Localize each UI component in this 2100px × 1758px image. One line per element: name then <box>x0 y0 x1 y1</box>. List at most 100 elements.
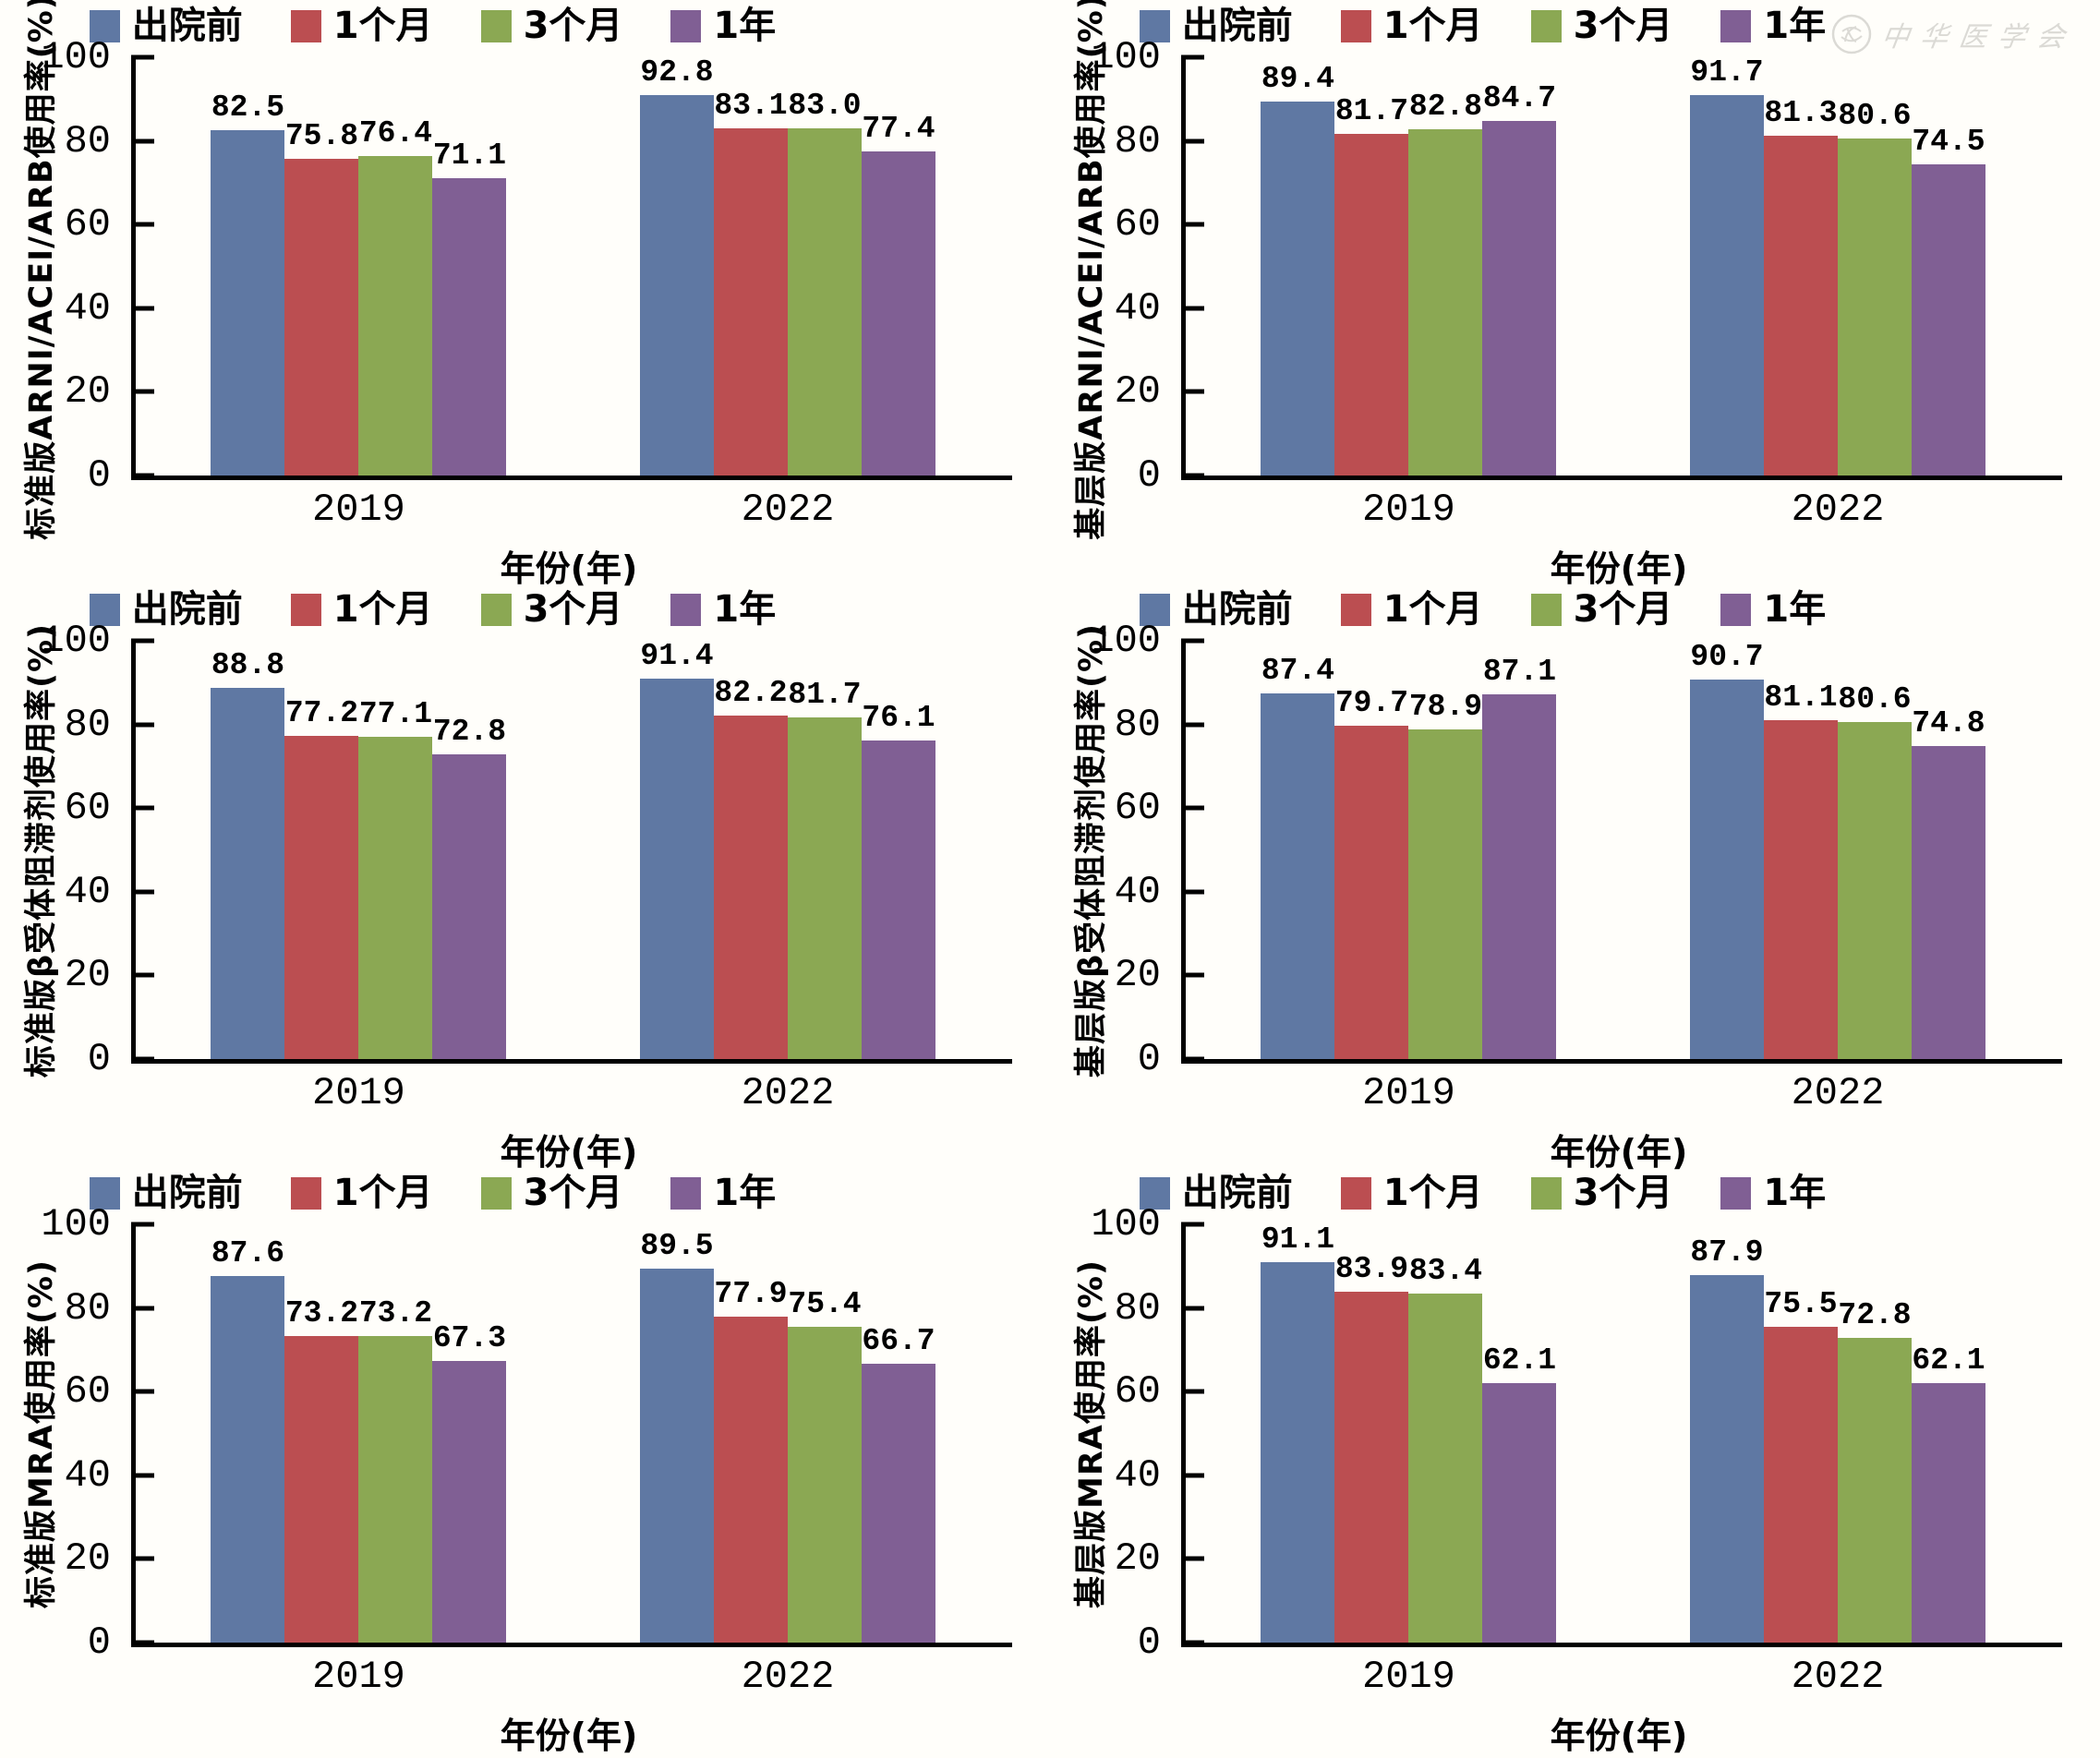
bar-and-label: 81.3 <box>1764 57 1838 476</box>
bar <box>1408 1294 1483 1643</box>
y-axis-title: 基层版MRA使用率(%) <box>1073 1259 1110 1608</box>
legend-label: 1个月 <box>332 5 433 47</box>
bar-value-label: 71.1 <box>432 138 507 173</box>
bar-and-label: 87.1 <box>1482 641 1557 1059</box>
x-axis-title: 年份(年) <box>500 1132 638 1173</box>
bar-value-label: 73.2 <box>284 1296 359 1331</box>
x-tick-label: 2019 <box>312 488 405 532</box>
y-tick-label: 40 <box>1114 285 1161 331</box>
x-axis-title: 年份(年) <box>1550 1716 1688 1756</box>
bar-group: 91.7 81.3 80.6 74.5 <box>1690 57 1985 476</box>
legend-item: 出院前 <box>1139 591 1293 628</box>
bar-value-label: 81.3 <box>1764 95 1838 130</box>
y-tick-label: 40 <box>64 285 111 331</box>
y-axis-title: 基层版β受体阻滞剂使用率(%) <box>1073 622 1110 1078</box>
y-tick-mark <box>131 54 154 60</box>
bar-group: 89.5 77.9 75.4 66.7 <box>640 1224 935 1643</box>
x-axis-line <box>1181 1643 2062 1647</box>
y-tick-label: 100 <box>41 35 111 79</box>
legend-swatch <box>89 593 120 626</box>
bar-group: 87.4 79.7 78.9 87.1 <box>1261 641 1557 1059</box>
bar-and-label: 62.1 <box>1912 1224 1985 1643</box>
y-tick-mark <box>131 222 154 227</box>
bar-value-label: 75.8 <box>284 118 359 153</box>
bar <box>640 1268 714 1643</box>
legend-swatch <box>1720 9 1752 42</box>
bar-value-label: 74.8 <box>1912 706 1985 741</box>
y-tick-mark <box>1181 1389 1204 1394</box>
legend-swatch <box>89 9 120 42</box>
bar-group: 82.5 75.8 76.4 71.1 <box>211 57 507 476</box>
legend-item: 3个月 <box>1530 1174 1672 1211</box>
bar-and-label: 75.5 <box>1764 1224 1838 1643</box>
y-tick-label: 100 <box>41 619 111 663</box>
y-tick-mark <box>1181 889 1204 895</box>
bar-and-label: 73.2 <box>358 1224 433 1643</box>
bar-and-label: 91.1 <box>1261 1222 1335 1643</box>
legend-swatch <box>1720 1176 1752 1210</box>
bar-value-label: 72.8 <box>432 715 507 750</box>
legend-item: 1个月 <box>290 591 433 628</box>
legend-label: 1年 <box>1763 5 1827 47</box>
bar <box>1838 138 1912 476</box>
plot-area: 0 20 40 60 80 100 87.6 73.2 73.2 67.3 2019 89.5 77.9… <box>41 1205 1012 1756</box>
x-tick-label: 2022 <box>741 1071 835 1115</box>
legend: 出院前 1个月 3个月 1年 <box>0 591 958 628</box>
legend-label: 出院前 <box>1181 5 1293 47</box>
y-tick-mark <box>131 1389 154 1394</box>
bar-and-label: 90.7 <box>1690 641 1764 1059</box>
bar-and-label: 87.4 <box>1261 641 1335 1059</box>
y-tick-label: 80 <box>64 118 111 163</box>
bar-and-label: 84.7 <box>1482 57 1557 476</box>
bar-value-label: 74.5 <box>1912 124 1985 159</box>
x-axis-title: 年份(年) <box>1550 548 1688 589</box>
bar <box>1912 163 1985 476</box>
x-axis-line <box>131 1059 1012 1064</box>
y-tick-label: 60 <box>1114 786 1161 831</box>
legend-swatch <box>1530 593 1562 626</box>
y-tick-label: 20 <box>1114 953 1161 998</box>
bar <box>1334 133 1409 476</box>
plot-area: 0 20 40 60 80 100 88.8 77.2 77.1 72.8 2019 91.4 82.2… <box>41 621 1012 1173</box>
bar-and-label: 81.7 <box>788 641 862 1059</box>
bar-value-label: 79.7 <box>1334 685 1409 720</box>
chart-panel-1: 出院前 1个月 3个月 1年 标准版ARNI/ACEI/ARB使用率(%) 0 20 40 60… <box>0 0 1050 589</box>
bar <box>788 128 862 476</box>
legend-item: 1年 <box>1720 7 1826 44</box>
bar-value-label: 77.9 <box>714 1277 788 1312</box>
bar <box>358 1336 433 1643</box>
y-tick-label: 40 <box>1114 1452 1161 1498</box>
bar-value-label: 92.8 <box>640 55 714 90</box>
bar-and-label: 83.4 <box>1408 1224 1483 1643</box>
y-tick-mark <box>131 306 154 311</box>
bar-group: 89.4 81.7 82.8 84.7 <box>1261 57 1557 476</box>
legend-label: 1年 <box>713 5 777 47</box>
x-axis-title: 年份(年) <box>1550 1132 1688 1173</box>
bar <box>1690 680 1764 1059</box>
y-tick-label: 0 <box>87 453 111 498</box>
bar-value-label: 91.1 <box>1261 1222 1335 1257</box>
bar-value-label: 67.3 <box>432 1321 507 1356</box>
bar <box>862 151 935 476</box>
bar <box>714 715 788 1059</box>
bar-value-label: 76.4 <box>358 115 433 151</box>
bar-value-label: 83.9 <box>1334 1251 1409 1286</box>
legend-swatch <box>1139 593 1170 626</box>
bar-and-label: 83.1 <box>714 57 788 476</box>
legend-swatch <box>290 1176 321 1210</box>
y-tick-label: 20 <box>64 369 111 415</box>
bar <box>1408 128 1483 476</box>
chart-panel-6: 出院前 1个月 3个月 1年 基层版MRA使用率(%) 0 20 40 60 80 100 91.1 8… <box>1050 1167 2100 1756</box>
bar-and-label: 89.4 <box>1261 57 1335 476</box>
bar <box>714 127 788 476</box>
legend-item: 1年 <box>1720 1174 1826 1211</box>
bar <box>211 130 285 476</box>
y-tick-mark <box>1181 138 1204 144</box>
bar <box>788 716 862 1059</box>
legend-label: 1个月 <box>332 1172 433 1214</box>
bar-and-label: 82.2 <box>714 641 788 1059</box>
chart-panel-5: 出院前 1个月 3个月 1年 标准版MRA使用率(%) 0 20 40 60 80 100 87.6 7… <box>0 1167 1050 1756</box>
y-tick-mark <box>131 638 154 644</box>
bar-value-label: 62.1 <box>1482 1343 1557 1378</box>
